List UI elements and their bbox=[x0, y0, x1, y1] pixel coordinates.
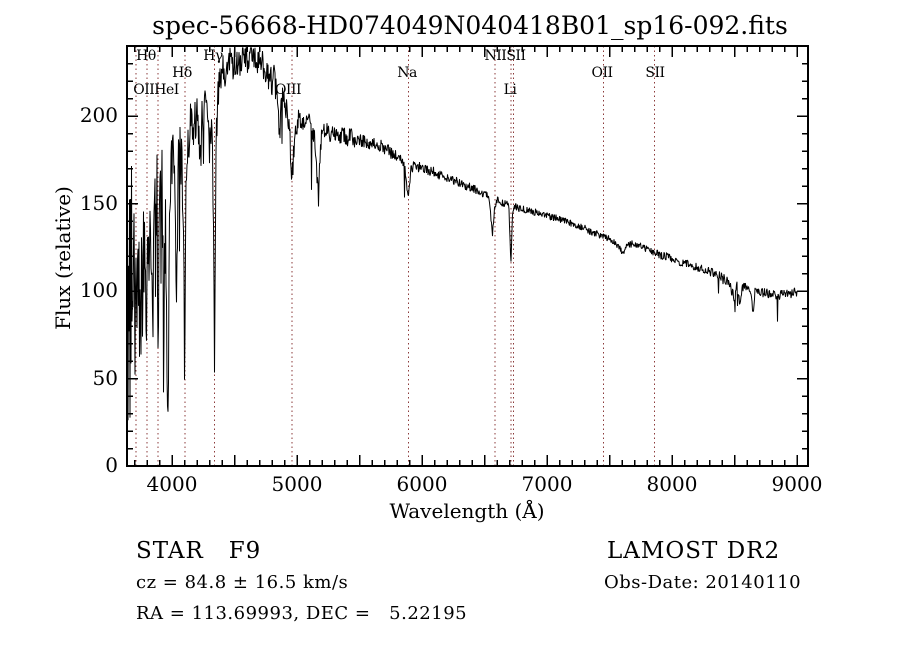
x-axis-title: Wavelength (Å) bbox=[389, 499, 545, 523]
spectral-line-label: OII bbox=[591, 65, 613, 81]
y-axis-title: Flux (relative) bbox=[51, 186, 75, 330]
spectral-line-label: OIII bbox=[274, 82, 302, 98]
spectral-line-label: Na bbox=[397, 65, 417, 81]
x-tick-label: 8000 bbox=[646, 472, 698, 496]
x-tick-label: 7000 bbox=[521, 472, 573, 496]
y-tick-label: 100 bbox=[79, 278, 118, 302]
y-tick-label: 0 bbox=[105, 453, 118, 477]
obs-date-label: Obs-Date: 20140110 bbox=[604, 572, 802, 593]
x-tick-label: 4000 bbox=[146, 472, 198, 496]
spectral-line-label: SII bbox=[645, 65, 665, 81]
spectral-line-label: Li bbox=[503, 82, 517, 98]
object-class-label: STAR F9 bbox=[136, 538, 262, 564]
y-tick-label: 50 bbox=[92, 365, 118, 390]
plot-title: spec-56668-HD074049N040418B01_sp16-092.f… bbox=[152, 11, 788, 40]
spectral-line-label: OIIHeI bbox=[133, 82, 179, 98]
x-tick-label: 5000 bbox=[271, 472, 323, 496]
x-tick-label: 6000 bbox=[396, 472, 448, 496]
spectral-line-label: Hθ bbox=[136, 48, 156, 64]
survey-release-label: LAMOST DR2 bbox=[607, 538, 781, 564]
ra-dec-label: RA = 113.69993, DEC = 5.22195 bbox=[136, 603, 468, 624]
y-tick-label: 200 bbox=[79, 103, 118, 127]
spectral-line-label: Hγ bbox=[203, 48, 223, 64]
spectral-line-label: Hδ bbox=[172, 65, 192, 81]
plot-frame bbox=[126, 45, 809, 467]
spectrum-trace bbox=[127, 47, 798, 421]
y-tick-label: 150 bbox=[79, 190, 118, 215]
spectral-line-label: NIISII bbox=[484, 48, 526, 64]
radial-velocity-label: cz = 84.8 ± 16.5 km/s bbox=[136, 572, 349, 593]
x-tick-label: 9000 bbox=[771, 472, 823, 496]
